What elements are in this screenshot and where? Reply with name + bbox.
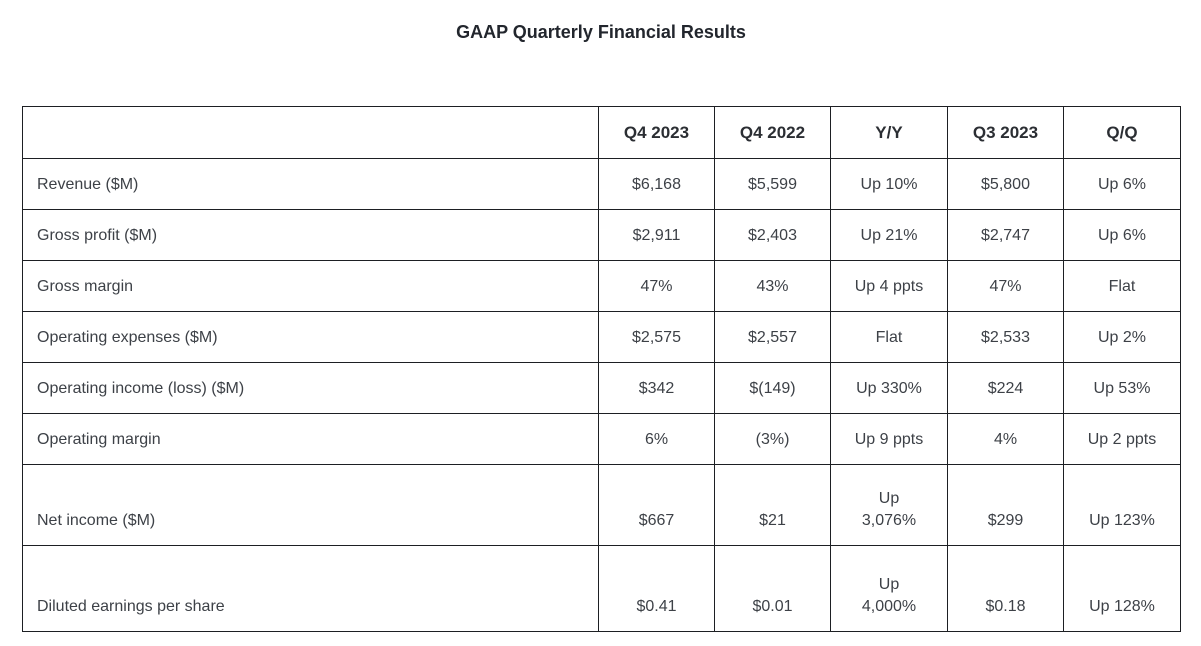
row-label-cell: Gross profit ($M) <box>22 209 599 261</box>
row-label-cell: Gross margin <box>22 260 599 312</box>
value-cell: $2,533 <box>947 311 1064 363</box>
value-cell: Flat <box>830 311 948 363</box>
content-area: GAAP Quarterly Financial Results Q4 2023… <box>22 0 1181 632</box>
value-cell: 4% <box>947 413 1064 465</box>
table-row-operating-expenses: Operating expenses ($M) $2,575 $2,557 Fl… <box>22 311 1181 363</box>
value-cell: 47% <box>598 260 715 312</box>
value-cell: $667 <box>598 464 715 546</box>
value-cell: $0.01 <box>714 545 831 632</box>
value-cell: $21 <box>714 464 831 546</box>
table-row-operating-margin: Operating margin 6% (3%) Up 9 ppts 4% Up… <box>22 413 1181 465</box>
value-cell: Flat <box>1063 260 1181 312</box>
row-label-cell: Revenue ($M) <box>22 158 599 210</box>
page-title: GAAP Quarterly Financial Results <box>456 22 746 42</box>
value-cell: 47% <box>947 260 1064 312</box>
table-row-gross-margin: Gross margin 47% 43% Up 4 ppts 47% Flat <box>22 260 1181 312</box>
value-cell: Up 4,000% <box>830 545 948 632</box>
financial-results-table: Q4 2023 Q4 2022 Y/Y Q3 2023 Q/Q Revenue … <box>22 106 1181 632</box>
table-row-diluted-eps: Diluted earnings per share $0.41 $0.01 U… <box>22 545 1181 632</box>
table-row-gross-profit: Gross profit ($M) $2,911 $2,403 Up 21% $… <box>22 209 1181 261</box>
value-cell: $5,599 <box>714 158 831 210</box>
value-cell: $0.18 <box>947 545 1064 632</box>
row-label-cell: Operating expenses ($M) <box>22 311 599 363</box>
value-cell: $2,403 <box>714 209 831 261</box>
header-cell-qoq: Q/Q <box>1063 106 1181 159</box>
value-cell: $0.41 <box>598 545 715 632</box>
row-label-cell: Operating margin <box>22 413 599 465</box>
value-cell: $299 <box>947 464 1064 546</box>
value-cell: Up 128% <box>1063 545 1181 632</box>
value-cell: $6,168 <box>598 158 715 210</box>
header-cell-q3-2023: Q3 2023 <box>947 106 1064 159</box>
value-cell: Up 3,076% <box>830 464 948 546</box>
value-cell: Up 330% <box>830 362 948 414</box>
table-row-revenue: Revenue ($M) $6,168 $5,599 Up 10% $5,800… <box>22 158 1181 210</box>
value-cell: (3%) <box>714 413 831 465</box>
row-label-cell: Net income ($M) <box>22 464 599 546</box>
row-label-cell: Operating income (loss) ($M) <box>22 362 599 414</box>
value-cell: $342 <box>598 362 715 414</box>
value-cell: Up 21% <box>830 209 948 261</box>
value-cell: Up 53% <box>1063 362 1181 414</box>
value-cell: $2,575 <box>598 311 715 363</box>
value-cell: $224 <box>947 362 1064 414</box>
header-cell-yoy: Y/Y <box>830 106 948 159</box>
header-cell-q4-2023: Q4 2023 <box>598 106 715 159</box>
header-cell-label <box>22 106 599 159</box>
header-cell-q4-2022: Q4 2022 <box>714 106 831 159</box>
value-cell: $(149) <box>714 362 831 414</box>
value-cell: Up 10% <box>830 158 948 210</box>
table-row-net-income: Net income ($M) $667 $21 Up 3,076% $299 … <box>22 464 1181 546</box>
value-cell: $2,911 <box>598 209 715 261</box>
value-cell: Up 123% <box>1063 464 1181 546</box>
value-cell: Up 2 ppts <box>1063 413 1181 465</box>
value-cell: $5,800 <box>947 158 1064 210</box>
value-cell: $2,747 <box>947 209 1064 261</box>
value-cell: Up 9 ppts <box>830 413 948 465</box>
row-label-cell: Diluted earnings per share <box>22 545 599 632</box>
value-cell: $2,557 <box>714 311 831 363</box>
table-header-row: Q4 2023 Q4 2022 Y/Y Q3 2023 Q/Q <box>22 106 1181 159</box>
value-cell: 6% <box>598 413 715 465</box>
value-cell: Up 4 ppts <box>830 260 948 312</box>
table-row-operating-income: Operating income (loss) ($M) $342 $(149)… <box>22 362 1181 414</box>
value-cell: Up 6% <box>1063 209 1181 261</box>
value-cell: Up 6% <box>1063 158 1181 210</box>
value-cell: Up 2% <box>1063 311 1181 363</box>
value-cell: 43% <box>714 260 831 312</box>
